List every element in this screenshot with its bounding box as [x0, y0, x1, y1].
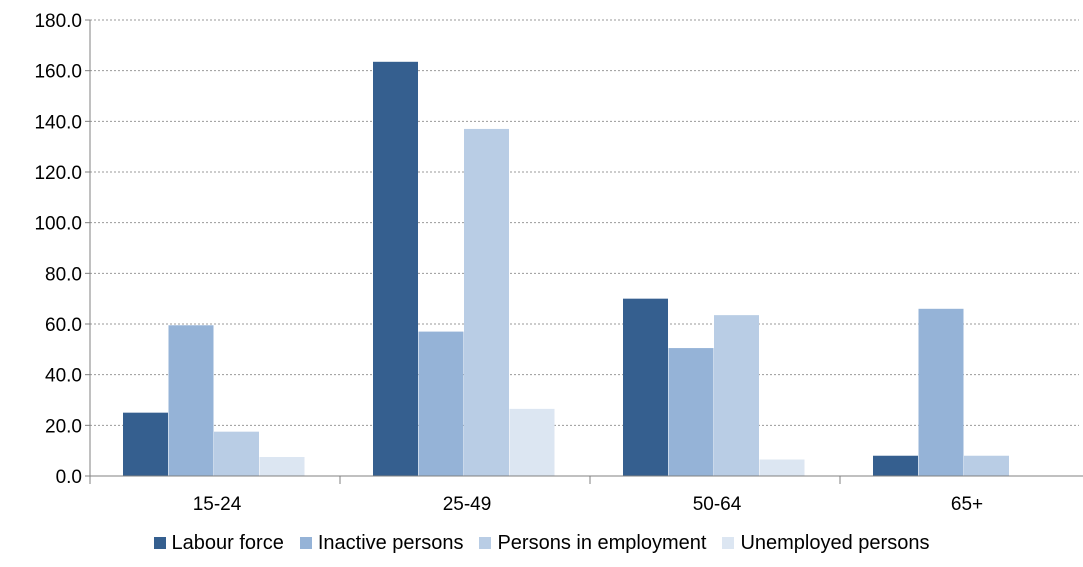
legend-item: Persons in employment: [479, 532, 706, 555]
gridlines: [90, 19, 1079, 426]
bar-inactive-persons-65+: [918, 308, 964, 476]
legend-label: Persons in employment: [497, 531, 707, 554]
bar-unemployed-persons-25-49: [509, 408, 555, 476]
bar-labour-force-50-64: [623, 298, 668, 476]
legend-label: Unemployed persons: [740, 531, 930, 554]
bars: [123, 61, 1009, 477]
y-tick-label: 40.0: [45, 366, 82, 387]
y-tick-label: 20.0: [45, 416, 82, 437]
legend-swatch: [153, 537, 166, 549]
bar-unemployed-persons-15-24: [259, 457, 305, 476]
bar-persons-in-employment-50-64: [714, 315, 759, 476]
bar-persons-in-employment-25-49: [464, 128, 509, 476]
bar-persons-in-employment-15-24: [214, 431, 259, 476]
legend-swatch: [299, 537, 312, 549]
legend: Labour force Inactive persons Persons in e…: [0, 528, 1083, 558]
y-tick-label: 120.0: [34, 163, 82, 184]
bar-labour-force-15-24: [123, 412, 168, 476]
bar-persons-in-employment-65+: [964, 455, 1009, 476]
bar-labour-force-25-49: [373, 61, 418, 477]
y-tick-label: 0.0: [56, 467, 82, 488]
legend-label: Inactive persons: [317, 531, 464, 554]
bar-labour-force-65+: [873, 455, 918, 476]
y-axis: 0.0 20.0 40.0 60.0 80.0 100.0 120.0 140.0 160.0 1…: [34, 11, 91, 488]
y-tick-label: 180.0: [34, 11, 82, 32]
y-tick-label: 60.0: [45, 315, 82, 336]
x-tick-label: 65+: [951, 494, 983, 515]
bar-inactive-persons-50-64: [668, 348, 714, 476]
x-tick-label: 25-49: [443, 494, 492, 515]
y-tick-label: 160.0: [34, 62, 82, 83]
legend-item: Inactive persons: [299, 531, 464, 555]
legend-label: Labour force: [171, 531, 284, 554]
bar-unemployed-persons-50-64: [759, 459, 805, 476]
legend-swatch: [479, 537, 492, 549]
legend-item: Unemployed persons: [722, 532, 929, 555]
x-axis: 15-24 25-49 50-64 65+: [89, 475, 1083, 515]
y-tick-label: 80.0: [45, 264, 82, 285]
legend-swatch: [722, 537, 735, 549]
x-tick-label: 15-24: [193, 494, 242, 515]
x-tick-label: 50-64: [693, 494, 742, 515]
legend-item: Labour force: [153, 531, 284, 555]
y-tick-label: 100.0: [34, 214, 82, 235]
bar-inactive-persons-15-24: [168, 325, 214, 476]
bar-inactive-persons-25-49: [418, 331, 464, 476]
y-tick-label: 140.0: [34, 112, 82, 133]
